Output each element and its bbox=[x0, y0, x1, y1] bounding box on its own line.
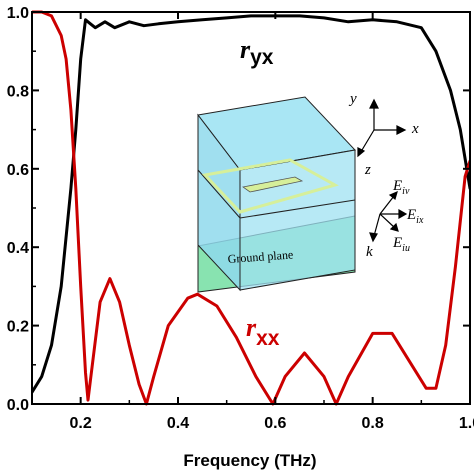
field-k-label: k bbox=[366, 244, 373, 260]
inset-field-vectors bbox=[369, 190, 408, 243]
y-tick-label: 0.0 bbox=[7, 397, 29, 414]
y-tick-label: 0.2 bbox=[7, 319, 29, 336]
series-line-rxx bbox=[32, 10, 470, 406]
x-tick-label: 0.6 bbox=[264, 415, 286, 432]
inset-axis-x-label: x bbox=[411, 121, 419, 137]
x-tick-label: 0.8 bbox=[362, 415, 384, 432]
field-e-iu-label: Eiu bbox=[392, 235, 410, 254]
mid-layer-edge bbox=[197, 169, 241, 219]
x-axis-title: Frequency (THz) bbox=[183, 451, 316, 470]
resonator-inner-bar bbox=[242, 176, 304, 193]
series-layer bbox=[32, 10, 470, 406]
y-tick-label: 0.4 bbox=[7, 240, 29, 257]
x-tick-label: 0.2 bbox=[70, 415, 92, 432]
inset-axis-z-label: z bbox=[364, 162, 371, 178]
series-line-ryx bbox=[32, 14, 470, 394]
cube-front-face bbox=[239, 149, 356, 291]
series-label-ryx: ryx bbox=[240, 35, 274, 69]
y-tick-label: 1.0 bbox=[7, 5, 29, 22]
field-e-ix-label: Eix bbox=[406, 207, 424, 226]
mid-layer-edge bbox=[239, 199, 356, 219]
resonator-ring bbox=[201, 158, 339, 214]
ground-plane-label: Ground plane bbox=[227, 247, 293, 266]
series-label-rxx: rxx bbox=[246, 313, 280, 350]
y-tick-label: 0.6 bbox=[7, 162, 29, 179]
axis-layer: 0.0 0.2 0.4 0.6 0.8 1.0 0.2 0.4 0.6 0.8 1.0 bbox=[7, 5, 474, 432]
inset-axis-y-label: y bbox=[348, 91, 357, 107]
inset-coordinate-axes bbox=[357, 98, 407, 158]
x-tick-label: 1.0 bbox=[459, 415, 474, 432]
y-tick-label: 0.8 bbox=[7, 83, 29, 100]
field-e-iv-label: Eiv bbox=[392, 178, 410, 197]
inset-structure: Ground plane bbox=[197, 96, 357, 293]
x-tick-label: 0.4 bbox=[167, 415, 189, 432]
